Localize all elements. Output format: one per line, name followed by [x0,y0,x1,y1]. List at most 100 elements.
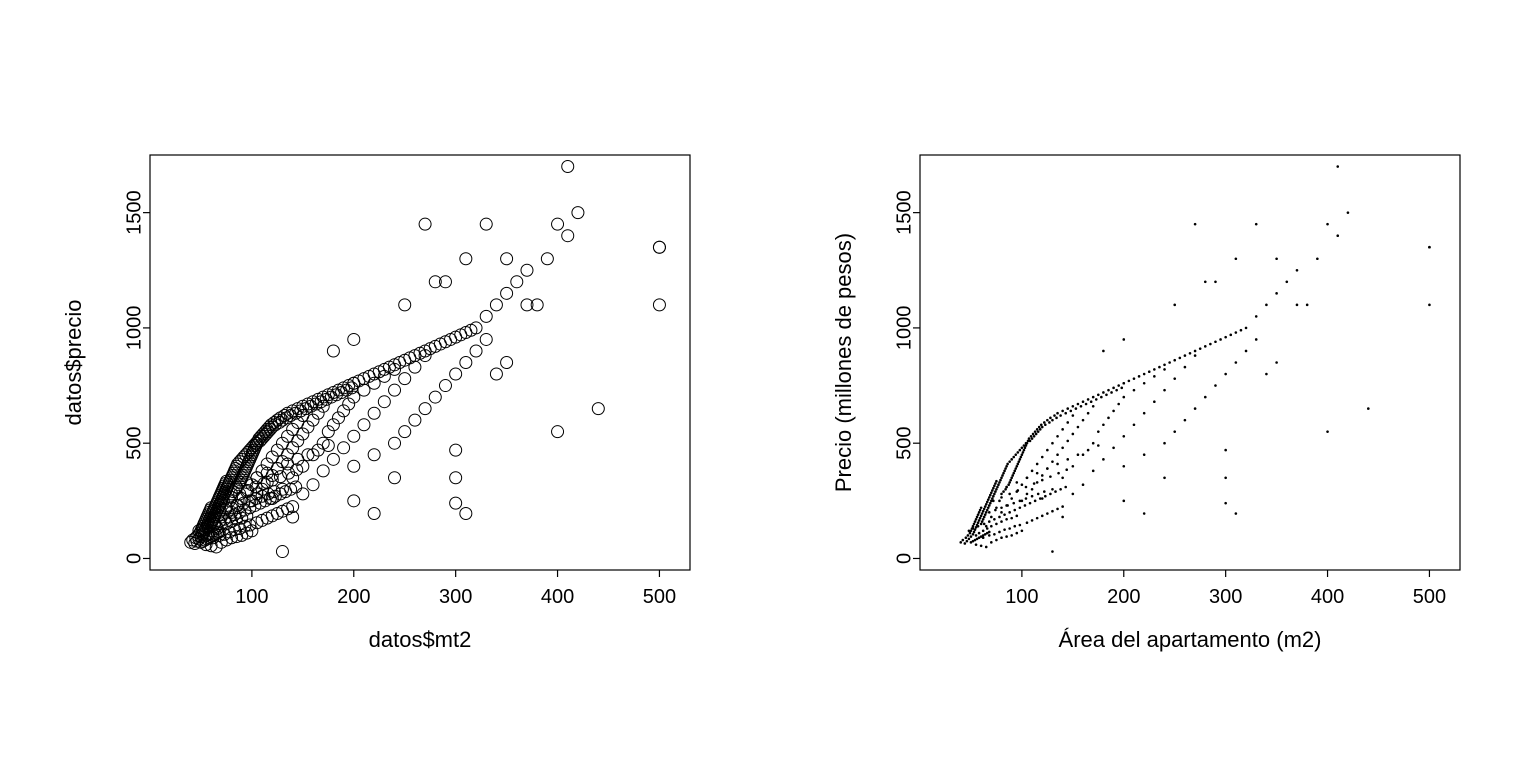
marker [1224,476,1227,479]
marker [1092,396,1095,399]
marker [1219,338,1222,341]
marker [501,287,513,299]
marker [1046,449,1049,452]
marker [1163,368,1166,371]
marker [1017,489,1020,492]
marker [1143,412,1146,415]
marker [450,368,462,380]
marker [348,430,360,442]
marker [1255,338,1258,341]
marker [1285,281,1288,284]
marker [1012,456,1015,459]
marker [1122,382,1125,385]
marker [1235,331,1238,334]
marker [1235,257,1238,260]
marker [1275,257,1278,260]
marker [1265,373,1268,376]
marker [1214,340,1217,343]
marker [1046,512,1049,515]
marker [1194,354,1197,357]
marker [1087,412,1090,415]
marker [1153,368,1156,371]
x-tick-label: 500 [1413,586,1446,608]
marker [1025,497,1028,500]
marker [1143,382,1146,385]
marker [450,497,462,509]
marker [1041,456,1044,459]
marker [490,299,502,311]
marker [977,525,980,528]
marker [1107,417,1110,420]
marker [1049,475,1052,478]
marker [1326,430,1329,433]
y-tick-label: 0 [123,553,145,564]
marker [572,207,584,219]
marker [1097,430,1100,433]
marker [1110,391,1113,394]
marker [978,532,981,535]
marker [991,497,994,500]
marker [1010,534,1013,537]
marker [1224,336,1227,339]
marker [1214,384,1217,387]
y-tick-label: 1000 [123,306,145,351]
marker [986,501,989,504]
marker [1006,463,1009,466]
marker [965,536,968,539]
marker [1003,470,1006,473]
marker [974,520,977,523]
marker [990,541,993,544]
marker [988,531,991,534]
y-tick-label: 1000 [893,306,915,351]
marker [1072,493,1075,496]
marker [980,515,983,518]
marker [460,357,472,369]
marker [988,520,991,523]
marker [995,488,998,491]
marker [1054,490,1057,493]
marker [980,506,983,509]
marker [1051,510,1054,513]
marker [480,310,492,322]
marker [1245,350,1248,353]
marker [992,500,995,503]
marker [1112,447,1115,450]
marker [562,230,574,242]
marker [993,533,996,536]
marker [1077,403,1080,406]
marker [1087,449,1090,452]
marker [1000,520,1003,523]
marker [348,495,360,507]
marker [1020,456,1023,459]
marker [982,530,985,533]
marker [1428,304,1431,307]
marker [1025,444,1028,447]
marker [1014,453,1017,456]
marker [992,487,995,490]
marker [972,533,975,536]
marker [1090,400,1093,403]
marker [1041,479,1044,482]
marker [592,403,604,415]
marker [1033,435,1036,438]
marker [1072,405,1075,408]
marker [1194,407,1197,410]
marker [966,540,969,543]
marker [1163,442,1166,445]
marker [1021,483,1024,486]
marker [1000,506,1003,509]
marker [1051,419,1054,422]
marker [1008,511,1011,514]
marker [1102,391,1105,394]
marker [1036,481,1039,484]
marker [389,437,401,449]
marker [991,489,994,492]
marker [1000,496,1003,499]
marker [1024,447,1027,450]
marker [1061,516,1064,519]
marker [1199,347,1202,350]
marker [1163,364,1166,367]
marker [358,419,370,431]
panel-right: 100200300400500050010001500Área del apar… [831,155,1460,652]
marker [1092,442,1095,445]
